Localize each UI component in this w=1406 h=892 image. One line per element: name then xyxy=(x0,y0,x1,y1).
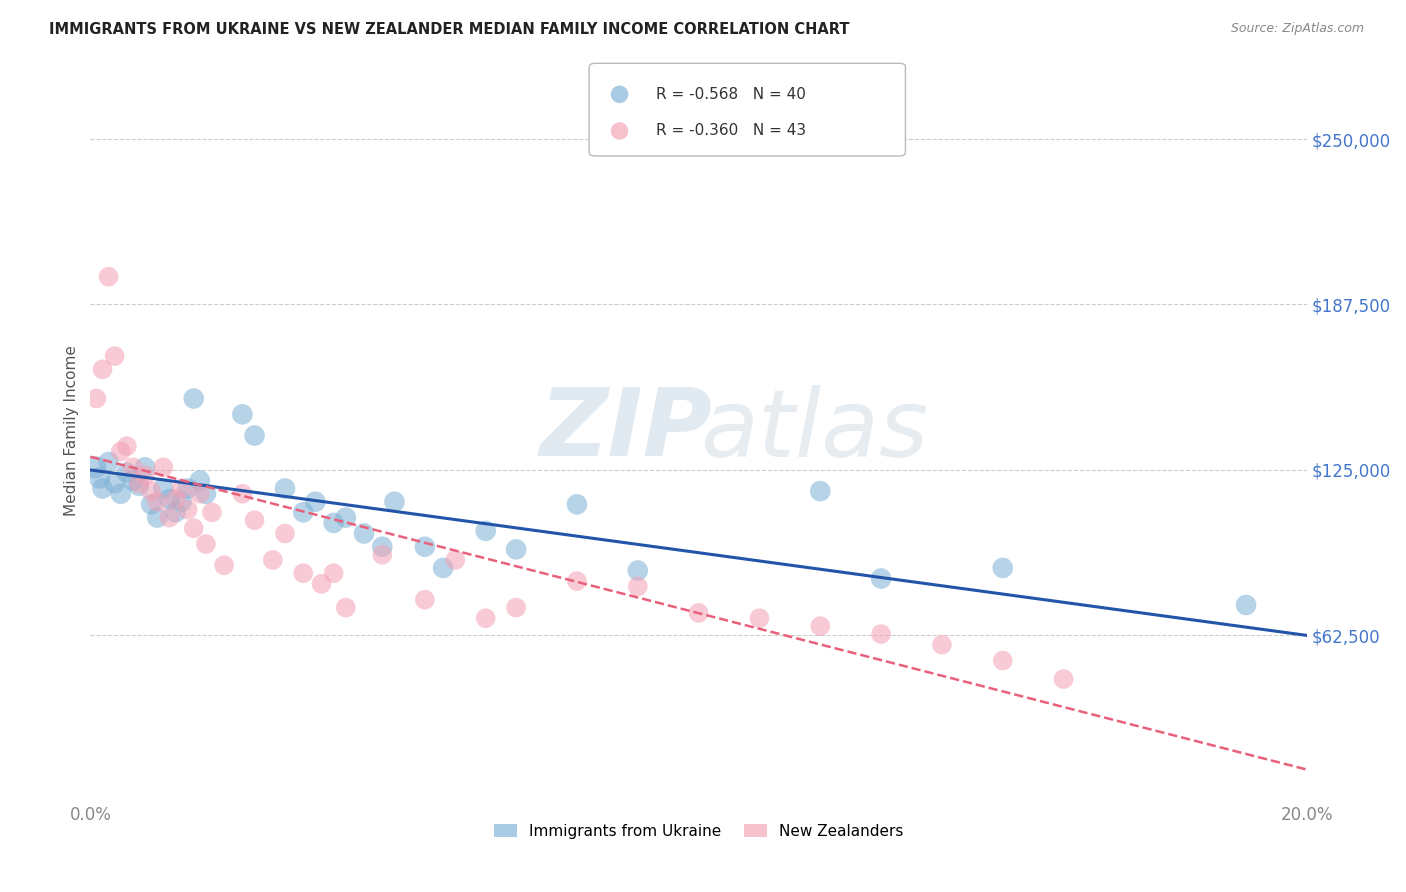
Point xyxy=(115,439,138,453)
Point xyxy=(141,484,163,499)
Point xyxy=(627,579,650,593)
Point xyxy=(89,471,111,485)
Point xyxy=(146,494,169,508)
Point xyxy=(371,548,394,562)
Point xyxy=(991,561,1014,575)
FancyBboxPatch shape xyxy=(589,63,905,156)
Point xyxy=(505,542,527,557)
Point xyxy=(413,592,436,607)
Point xyxy=(384,494,406,508)
Point xyxy=(505,600,527,615)
Point xyxy=(808,484,831,499)
Point xyxy=(688,606,710,620)
Point xyxy=(432,561,454,575)
Text: R = -0.568   N = 40: R = -0.568 N = 40 xyxy=(657,87,806,102)
Legend: Immigrants from Ukraine, New Zealanders: Immigrants from Ukraine, New Zealanders xyxy=(488,818,910,845)
Point xyxy=(870,627,893,641)
Point xyxy=(1234,598,1257,612)
Y-axis label: Median Family Income: Median Family Income xyxy=(65,345,79,516)
Point xyxy=(91,482,114,496)
Point xyxy=(188,487,211,501)
Point xyxy=(188,474,211,488)
Point xyxy=(748,611,770,625)
Point xyxy=(322,566,344,581)
Point xyxy=(165,491,187,506)
Point xyxy=(110,487,132,501)
Point xyxy=(104,349,127,363)
Point xyxy=(104,476,127,491)
Point xyxy=(262,553,284,567)
Point xyxy=(212,558,235,573)
Point xyxy=(243,428,266,442)
Point xyxy=(183,392,205,406)
Point xyxy=(413,540,436,554)
Point xyxy=(565,497,588,511)
Point xyxy=(194,487,217,501)
Point xyxy=(122,474,145,488)
Point xyxy=(353,526,375,541)
Point xyxy=(292,505,315,519)
Point xyxy=(146,510,169,524)
Point xyxy=(322,516,344,530)
Point xyxy=(134,468,156,483)
Point xyxy=(122,460,145,475)
Point xyxy=(870,572,893,586)
Point xyxy=(84,460,107,475)
Text: R = -0.360   N = 43: R = -0.360 N = 43 xyxy=(657,123,806,138)
Point xyxy=(165,505,187,519)
Point xyxy=(201,505,224,519)
Point xyxy=(808,619,831,633)
Point xyxy=(97,269,120,284)
Point xyxy=(274,526,297,541)
Text: Source: ZipAtlas.com: Source: ZipAtlas.com xyxy=(1230,22,1364,36)
Point xyxy=(931,638,953,652)
Point xyxy=(627,564,650,578)
Point xyxy=(157,510,180,524)
Point xyxy=(152,482,174,496)
Text: atlas: atlas xyxy=(700,384,928,475)
Point xyxy=(991,654,1014,668)
Point xyxy=(444,553,467,567)
Point xyxy=(311,576,333,591)
Point xyxy=(231,408,253,422)
Point xyxy=(176,482,198,496)
Point xyxy=(86,392,108,406)
Point xyxy=(335,510,357,524)
Point xyxy=(274,482,297,496)
Point xyxy=(152,460,174,475)
Point xyxy=(134,460,156,475)
Point xyxy=(141,497,163,511)
Point xyxy=(110,444,132,458)
Point xyxy=(231,487,253,501)
Point xyxy=(97,455,120,469)
Point xyxy=(128,476,150,491)
Point xyxy=(115,466,138,480)
Point xyxy=(335,600,357,615)
Point xyxy=(474,524,496,538)
Text: ZIP: ZIP xyxy=(538,384,711,476)
Point xyxy=(304,494,326,508)
Point xyxy=(170,482,193,496)
Point xyxy=(157,491,180,506)
Point xyxy=(176,502,198,516)
Point xyxy=(243,513,266,527)
Text: IMMIGRANTS FROM UKRAINE VS NEW ZEALANDER MEDIAN FAMILY INCOME CORRELATION CHART: IMMIGRANTS FROM UKRAINE VS NEW ZEALANDER… xyxy=(49,22,849,37)
Point xyxy=(565,574,588,589)
Point xyxy=(474,611,496,625)
Point xyxy=(183,521,205,535)
Point xyxy=(91,362,114,376)
Point xyxy=(194,537,217,551)
Point xyxy=(1052,672,1074,686)
Point xyxy=(170,494,193,508)
Point xyxy=(292,566,315,581)
Point xyxy=(371,540,394,554)
Point xyxy=(128,479,150,493)
